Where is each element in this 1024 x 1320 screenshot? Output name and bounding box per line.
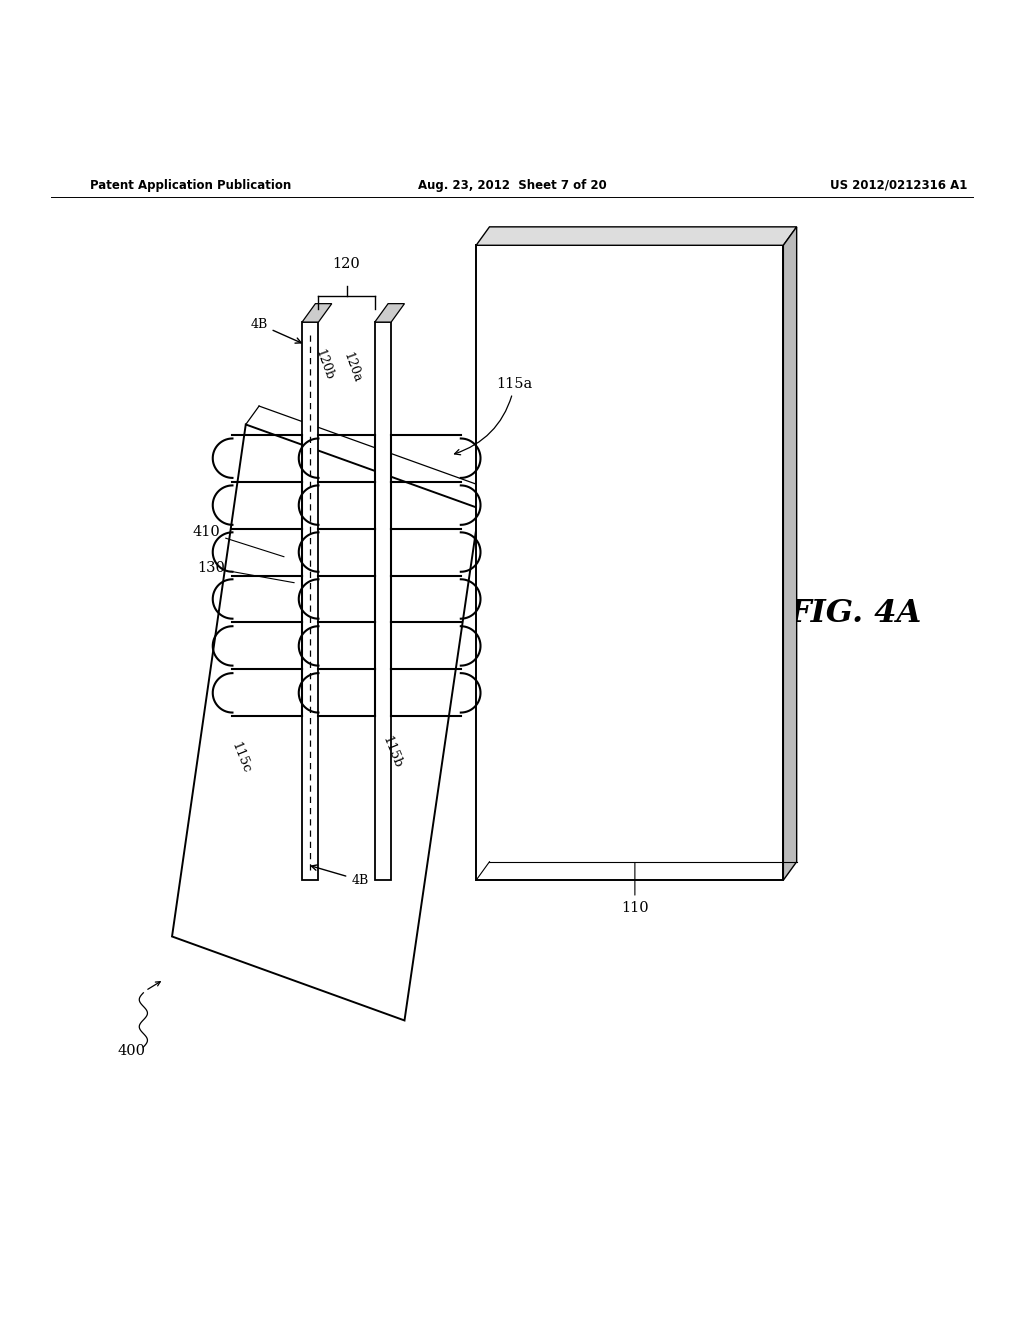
Polygon shape [476, 246, 783, 880]
Text: 400: 400 [118, 1044, 145, 1059]
Text: FIG. 4A: FIG. 4A [788, 598, 922, 630]
Text: 115c: 115c [228, 739, 253, 775]
Text: 4B: 4B [251, 318, 301, 343]
Text: US 2012/0212316 A1: US 2012/0212316 A1 [830, 180, 968, 191]
Text: 110: 110 [622, 862, 648, 915]
Text: 120a: 120a [340, 351, 364, 384]
Text: 115b: 115b [380, 734, 404, 770]
Text: Patent Application Publication: Patent Application Publication [90, 180, 292, 191]
Polygon shape [783, 227, 797, 880]
Text: Aug. 23, 2012  Sheet 7 of 20: Aug. 23, 2012 Sheet 7 of 20 [418, 180, 606, 191]
Polygon shape [302, 322, 318, 880]
Polygon shape [302, 304, 332, 322]
Text: 130: 130 [198, 561, 294, 582]
Text: 115a: 115a [455, 376, 532, 455]
Text: 120: 120 [333, 257, 360, 271]
Text: 410: 410 [193, 525, 284, 557]
Text: 120b: 120b [312, 347, 336, 383]
Polygon shape [375, 304, 404, 322]
Polygon shape [476, 227, 797, 246]
Text: 4B: 4B [311, 865, 369, 887]
Polygon shape [375, 322, 391, 880]
Polygon shape [172, 425, 479, 1020]
